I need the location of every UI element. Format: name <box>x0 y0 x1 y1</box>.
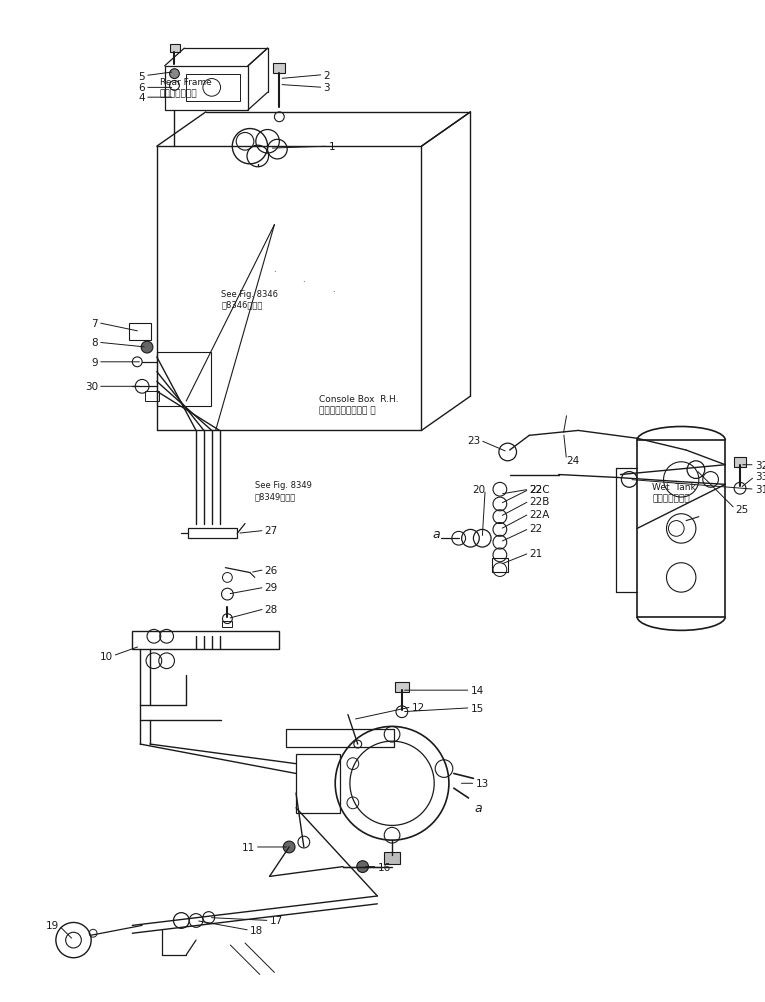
Bar <box>145 392 159 402</box>
Text: 30: 30 <box>85 382 98 392</box>
Bar <box>132 631 279 649</box>
Text: 19: 19 <box>46 921 59 931</box>
Circle shape <box>356 861 369 873</box>
Bar <box>188 529 237 539</box>
Bar <box>384 852 400 864</box>
Bar <box>164 67 248 111</box>
Text: 16: 16 <box>377 862 391 872</box>
Bar <box>223 621 233 628</box>
Bar <box>157 353 210 407</box>
Text: 22: 22 <box>529 485 542 495</box>
Text: .: . <box>302 275 305 284</box>
Bar <box>492 558 508 572</box>
Bar <box>296 755 340 813</box>
Text: 28: 28 <box>265 604 278 614</box>
Bar <box>129 324 151 341</box>
Text: 17: 17 <box>269 916 283 926</box>
Text: 4: 4 <box>138 93 145 103</box>
Text: a: a <box>474 802 482 815</box>
Text: 22: 22 <box>529 524 542 534</box>
Circle shape <box>141 342 153 354</box>
Text: 9: 9 <box>91 358 98 368</box>
Text: 14: 14 <box>470 685 483 695</box>
Text: 32: 32 <box>755 460 765 470</box>
Text: 5: 5 <box>138 71 145 81</box>
Text: 23: 23 <box>467 436 480 446</box>
Text: Wet  Tank: Wet Tank <box>653 483 696 492</box>
Bar <box>395 682 409 692</box>
Text: 22B: 22B <box>529 497 550 506</box>
Text: 1: 1 <box>328 142 335 152</box>
Circle shape <box>283 842 295 853</box>
Text: 25: 25 <box>735 504 748 514</box>
Text: 13: 13 <box>475 779 489 789</box>
Text: 20: 20 <box>472 485 485 495</box>
Text: 6: 6 <box>138 83 145 93</box>
Text: 24: 24 <box>567 455 580 465</box>
Bar <box>286 729 394 747</box>
Text: 18: 18 <box>250 926 263 935</box>
Text: 15: 15 <box>470 703 483 713</box>
Bar <box>186 74 240 102</box>
Bar <box>170 45 181 53</box>
Text: リヤーフレーム: リヤーフレーム <box>160 89 197 98</box>
Text: See Fig. 8349: See Fig. 8349 <box>255 481 312 490</box>
Text: 3: 3 <box>324 83 330 93</box>
Text: .: . <box>332 285 334 294</box>
Text: 21: 21 <box>529 548 542 558</box>
Text: 26: 26 <box>265 565 278 575</box>
Text: 27: 27 <box>265 526 278 536</box>
Text: 29: 29 <box>265 582 278 592</box>
Bar <box>637 441 725 617</box>
Text: 2: 2 <box>324 70 330 80</box>
Circle shape <box>170 70 179 79</box>
Text: 11: 11 <box>242 842 255 852</box>
Text: .: . <box>273 265 275 274</box>
Text: 22A: 22A <box>529 509 550 519</box>
Text: コンソールボックス 右: コンソールボックス 右 <box>319 406 376 415</box>
Text: 33: 33 <box>755 472 765 482</box>
Text: 10: 10 <box>99 651 112 661</box>
Text: 12: 12 <box>412 702 425 712</box>
Text: 22C: 22C <box>529 485 550 495</box>
Text: a: a <box>432 527 440 540</box>
Text: 31: 31 <box>755 485 765 495</box>
Bar <box>273 64 285 73</box>
Bar <box>734 458 746 467</box>
Text: 7: 7 <box>91 319 98 329</box>
Text: 8: 8 <box>91 338 98 348</box>
Text: ウェットタンク: ウェットタンク <box>653 494 690 503</box>
Text: 第8349図参照: 第8349図参照 <box>255 492 296 501</box>
Text: 第8346図参照: 第8346図参照 <box>221 300 262 309</box>
Text: See Fig. 8346: See Fig. 8346 <box>221 290 278 299</box>
Text: Console Box  R.H.: Console Box R.H. <box>319 395 398 404</box>
Text: Rear Frame: Rear Frame <box>160 78 211 87</box>
